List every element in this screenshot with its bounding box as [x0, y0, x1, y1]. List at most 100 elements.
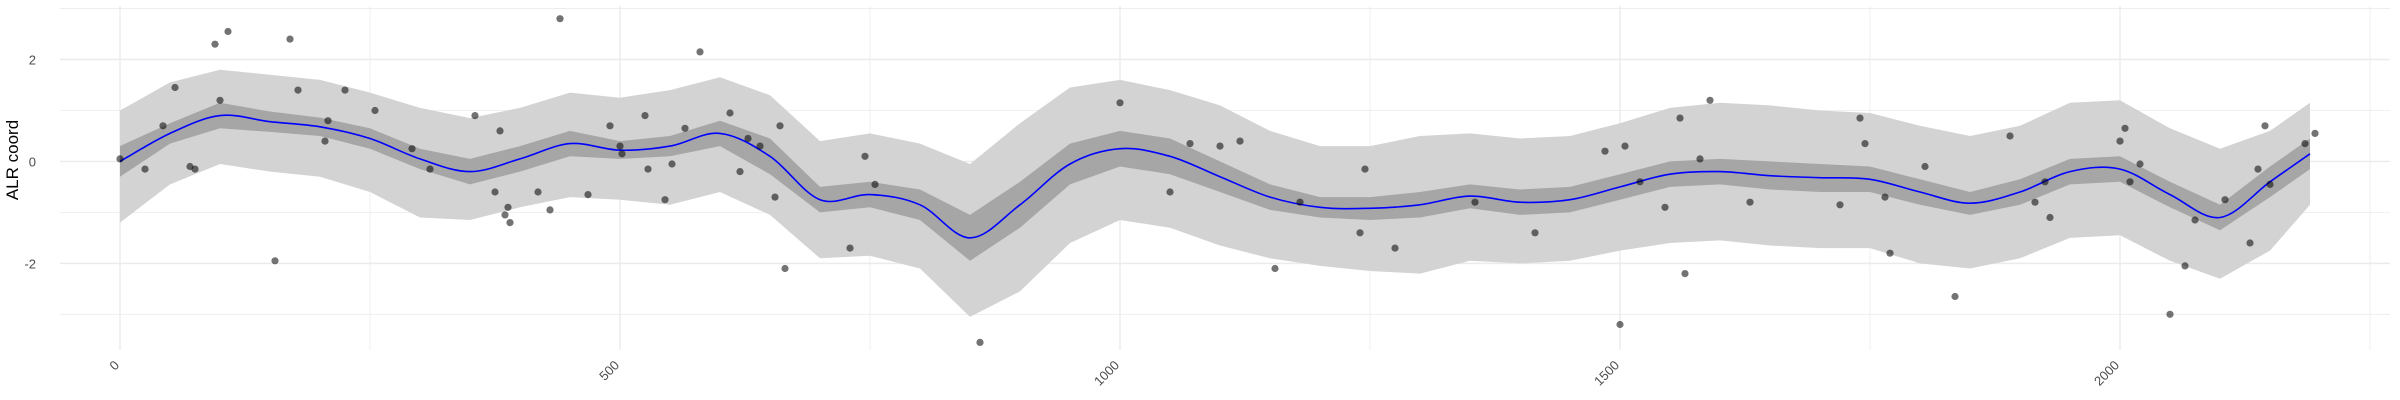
data-point [341, 86, 349, 94]
data-point [2046, 213, 2054, 222]
data-point [1861, 140, 1869, 148]
data-point [2254, 165, 2262, 173]
data-point [661, 196, 669, 204]
data-point [1921, 162, 1929, 171]
data-point [2311, 129, 2319, 137]
data-point [1361, 165, 1369, 173]
data-point [294, 86, 302, 94]
data-point [871, 180, 879, 188]
y-tick-label: -2 [24, 256, 36, 271]
x-tick-label: 2000 [2091, 358, 2122, 389]
data-point [1471, 198, 1479, 206]
data-point [584, 191, 592, 199]
data-point [2191, 216, 2199, 224]
data-point [1881, 193, 1889, 201]
data-point [644, 165, 652, 173]
data-point [756, 142, 764, 150]
data-point [681, 124, 689, 132]
data-point [116, 155, 124, 163]
data-point [1186, 140, 1194, 148]
data-point [726, 109, 734, 117]
data-point [976, 338, 984, 346]
data-point [321, 137, 329, 145]
data-point [744, 134, 752, 143]
data-point [2181, 262, 2189, 270]
data-point [1271, 264, 1279, 273]
data-point [171, 83, 179, 92]
data-point [2166, 310, 2174, 318]
data-point [1676, 114, 1684, 122]
y-tick-label: 0 [29, 154, 36, 169]
data-point [371, 106, 379, 115]
smooth-trend-line [119, 114, 2311, 239]
confidence-bands [120, 69, 2310, 317]
data-point [2006, 132, 2014, 140]
data-point [1616, 320, 1624, 329]
data-point [504, 203, 512, 211]
outer-confidence-band [120, 69, 2310, 317]
x-tick-label: 0 [106, 358, 122, 374]
data-point [491, 188, 499, 196]
y-axis-title: ALR coord [3, 120, 22, 200]
data-point [1216, 142, 1224, 150]
data-point [2116, 137, 2124, 145]
data-point [211, 40, 219, 48]
data-point [2261, 122, 2269, 130]
data-point [1746, 198, 1754, 206]
data-point [2121, 124, 2129, 132]
data-point [2136, 160, 2144, 168]
data-point [618, 150, 626, 158]
data-point [324, 117, 332, 125]
data-point [2041, 178, 2049, 186]
x-tick-label: 1500 [1591, 358, 1622, 389]
inner-confidence-band [120, 102, 2310, 261]
data-point [1836, 201, 1844, 209]
data-point [1681, 270, 1689, 278]
data-point [546, 206, 554, 214]
data-point [471, 112, 479, 120]
data-point [606, 122, 614, 130]
data-point [1621, 142, 1629, 150]
data-point [2246, 239, 2254, 247]
data-point [2221, 196, 2229, 204]
data-point [408, 145, 416, 153]
data-point [2266, 180, 2274, 188]
data-point [534, 188, 542, 196]
data-point [771, 193, 779, 201]
x-tick-label: 1000 [1091, 358, 1122, 389]
data-point [1951, 292, 1959, 301]
data-point [216, 96, 224, 104]
data-point [668, 160, 676, 168]
y-tick-label: 2 [29, 53, 36, 68]
smooth-line [119, 114, 2311, 239]
data-point [2301, 140, 2309, 148]
data-point [1696, 155, 1704, 163]
data-point [1636, 178, 1644, 186]
data-point [506, 219, 514, 227]
data-point [696, 48, 704, 56]
data-point [846, 244, 854, 252]
data-point [1166, 188, 1174, 196]
data-point [426, 165, 434, 173]
data-point [2031, 198, 2039, 206]
data-point [1706, 96, 1714, 104]
data-point [1601, 147, 1609, 155]
x-tick-label: 500 [596, 358, 622, 384]
data-point [781, 264, 789, 273]
data-point [1531, 229, 1539, 237]
data-point [1856, 114, 1864, 122]
data-point [736, 168, 744, 176]
data-point [1296, 198, 1304, 206]
data-point [776, 122, 784, 130]
data-point [1236, 137, 1244, 145]
data-points [116, 15, 2319, 346]
data-point [1886, 249, 1894, 257]
data-point [556, 15, 564, 23]
data-point [141, 165, 149, 173]
data-point [501, 211, 509, 219]
data-point [159, 122, 167, 130]
data-point [1391, 244, 1399, 252]
data-point [861, 152, 869, 160]
data-point [2126, 178, 2134, 186]
